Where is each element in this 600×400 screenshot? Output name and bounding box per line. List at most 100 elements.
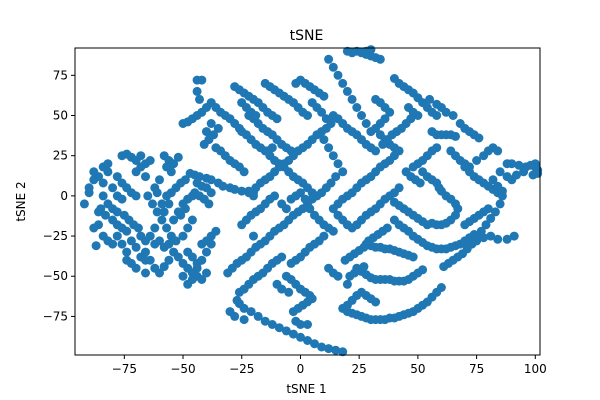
scatter-point <box>141 247 150 257</box>
scatter-point <box>324 344 334 354</box>
scatter-point <box>509 231 519 241</box>
scatter-point <box>415 178 425 188</box>
scatter-point <box>366 45 376 55</box>
scatter-point <box>432 111 442 120</box>
scatter-point <box>197 75 207 85</box>
scatter-point <box>296 188 305 198</box>
scatter-point <box>89 223 99 233</box>
scatter-point <box>101 210 110 220</box>
scatter-point <box>122 226 132 236</box>
scatter-point <box>197 255 207 265</box>
scatter-point <box>331 172 341 182</box>
scatter-point <box>117 239 127 249</box>
scatter-point <box>155 175 164 185</box>
y-tick-label: 0 <box>60 189 68 203</box>
scatter-point <box>187 215 197 225</box>
scatter-point <box>378 139 388 149</box>
scatter-point <box>213 123 223 133</box>
scatter-point <box>486 231 496 241</box>
y-tick-label: 25 <box>53 149 68 163</box>
y-tick-label: −50 <box>43 269 68 283</box>
scatter-point <box>303 336 312 345</box>
scatter-point <box>249 231 258 241</box>
scatter-point <box>202 247 211 257</box>
scatter-point <box>223 268 233 278</box>
y-tick-label: 50 <box>53 109 68 123</box>
scatter-point <box>342 86 352 96</box>
scatter-point <box>270 191 280 201</box>
scatter-point <box>117 194 127 204</box>
scatter-point <box>481 220 491 230</box>
scatter-point <box>277 284 287 294</box>
scatter-point <box>474 133 484 143</box>
scatter-point <box>141 172 150 182</box>
scatter-point <box>239 315 249 325</box>
x-tick-label: −50 <box>170 362 195 376</box>
scatter-point <box>267 320 277 329</box>
scatter-point <box>239 167 249 177</box>
scatter-point <box>425 94 435 104</box>
scatter-point <box>460 220 470 230</box>
scatter-point <box>91 241 101 251</box>
scatter-point <box>328 226 338 236</box>
scatter-point <box>274 323 284 333</box>
scatter-point <box>173 207 183 217</box>
x-tick-label: 0 <box>297 362 305 376</box>
scatter-point <box>260 316 270 326</box>
scatter-point <box>230 311 240 321</box>
scatter-point <box>328 62 338 72</box>
scatter-point <box>230 184 240 194</box>
scatter-point <box>89 167 99 177</box>
scatter-point <box>281 204 291 214</box>
scatter-point <box>162 223 172 233</box>
chart-title: tSNE <box>290 28 324 44</box>
scatter-point <box>495 199 505 209</box>
scatter-point <box>136 151 146 161</box>
scatter-point <box>296 320 305 329</box>
scatter-point <box>94 207 103 217</box>
scatter-point <box>244 188 254 198</box>
scatter-point <box>375 54 385 64</box>
x-tick-label: 50 <box>410 362 425 376</box>
scatter-point <box>352 103 362 112</box>
scatter-point <box>206 188 216 198</box>
scatter-point <box>251 183 261 193</box>
scatter-point <box>451 131 460 141</box>
scatter-point <box>418 265 428 275</box>
scatter-point <box>324 143 334 153</box>
scatter-point <box>408 162 418 172</box>
scatter-point <box>150 223 160 233</box>
scatter-point <box>495 167 505 177</box>
scatter-point <box>145 255 155 265</box>
scatter-point <box>169 159 179 169</box>
scatter-point <box>112 207 122 217</box>
scatter-point <box>413 111 423 120</box>
scatter-point <box>164 199 174 209</box>
scatter-point <box>347 94 357 104</box>
scatter-point <box>237 186 247 196</box>
scatter-point <box>284 287 294 297</box>
scatter-point <box>441 107 451 117</box>
scatter-point <box>371 297 381 307</box>
scatter-point <box>108 183 118 193</box>
scatter-point <box>307 294 317 304</box>
scatter-point <box>202 268 211 278</box>
scatter-point <box>448 111 458 120</box>
scatter-point <box>528 170 538 180</box>
scatter-point <box>469 230 479 239</box>
scatter-point <box>145 156 155 165</box>
scatter-point <box>472 156 482 165</box>
scatter-point <box>251 111 261 120</box>
scatter-point <box>239 303 249 313</box>
scatter-point <box>152 188 162 198</box>
scatter-point <box>486 213 496 223</box>
scatter-point <box>192 86 202 96</box>
scatter-point <box>371 123 381 133</box>
scatter-point <box>357 111 366 120</box>
scatter-point <box>169 215 179 225</box>
scatter-point <box>98 191 108 201</box>
plot-frame <box>74 47 541 356</box>
scatter-point <box>385 107 395 117</box>
scatter-point <box>164 239 174 249</box>
